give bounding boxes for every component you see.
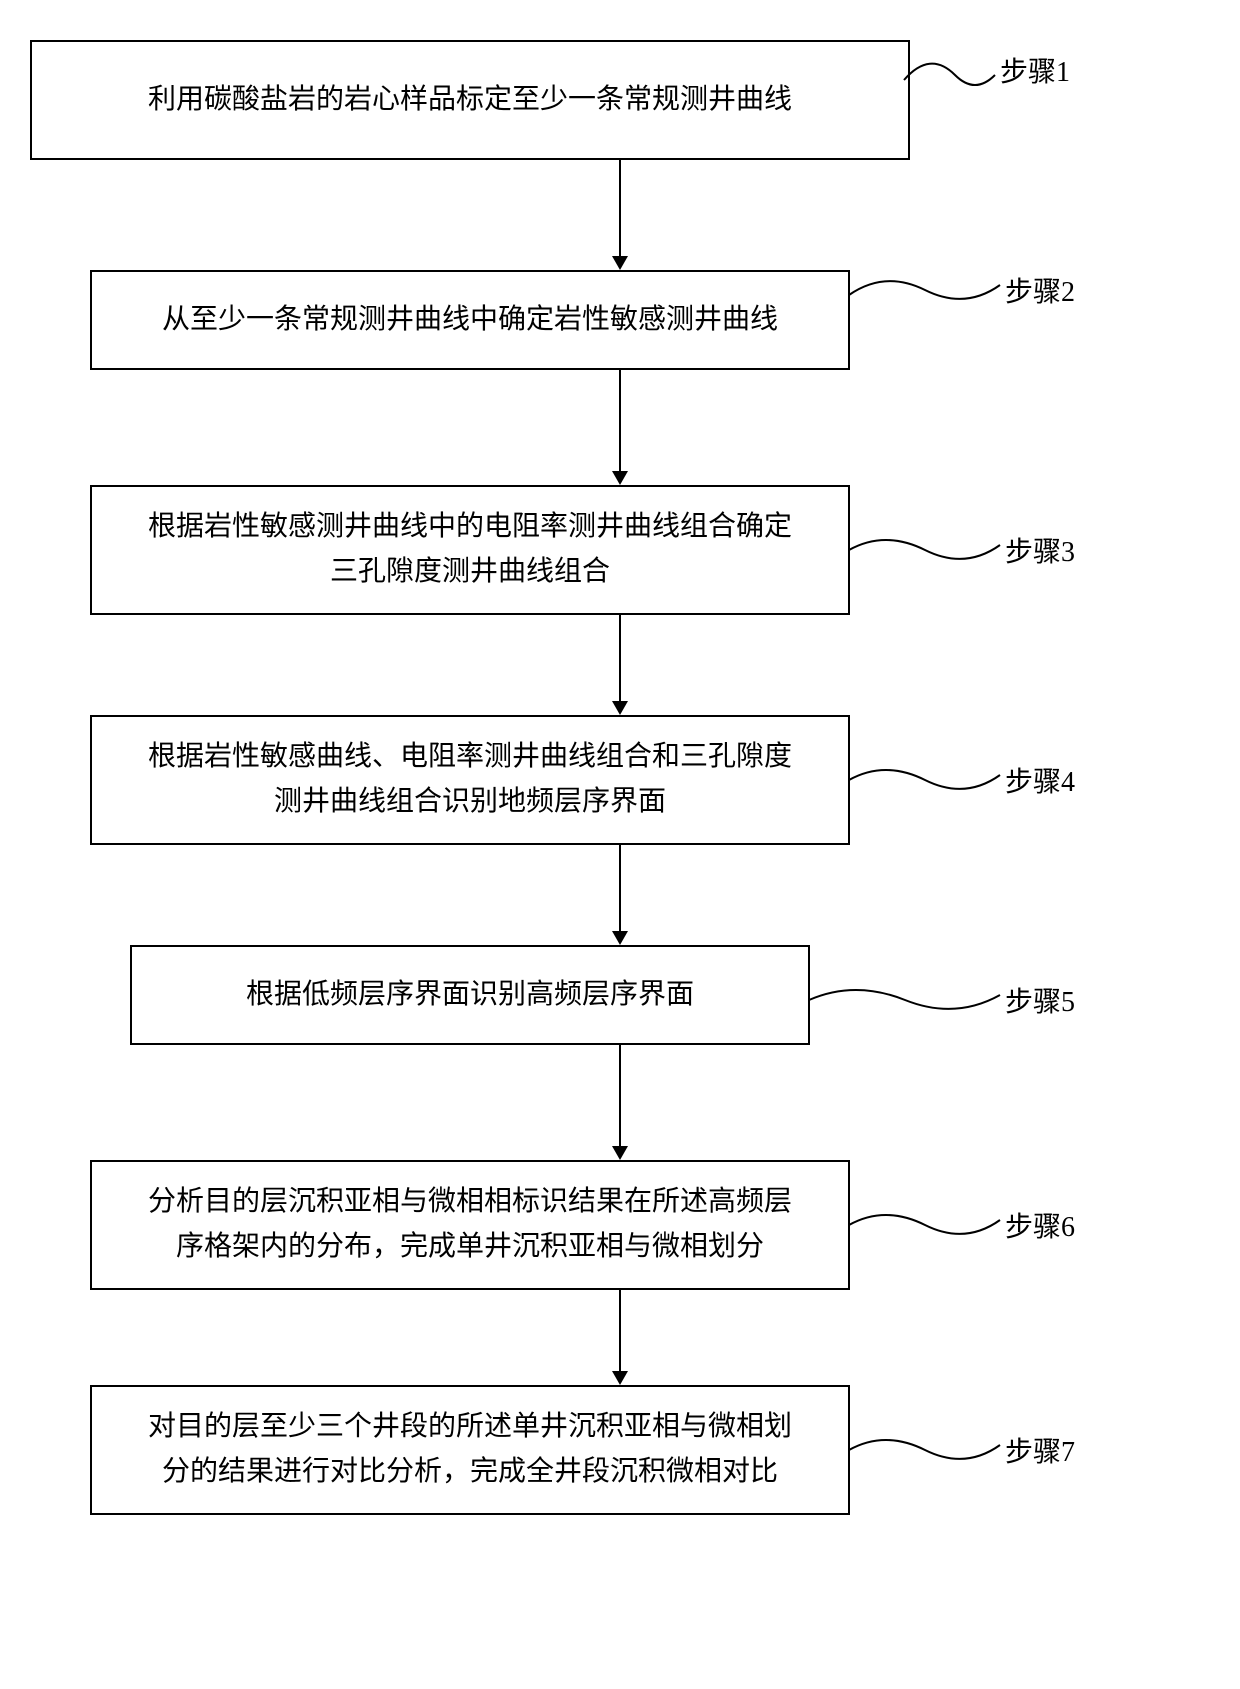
arrow-line-4 [619,845,621,931]
arrow-head-2 [612,471,628,485]
connector-1 [170,160,1070,270]
step-4-box: 根据岩性敏感曲线、电阻率测井曲线组合和三孔隙度测井曲线组合识别地频层序界面 [90,715,850,845]
connector-4 [170,845,1070,945]
step-2-curve [845,265,1005,315]
step-2-text: 从至少一条常规测井曲线中确定岩性敏感测井曲线 [162,298,778,343]
arrow-line-1 [619,160,621,256]
connector-2 [170,370,1070,485]
step-3-row: 根据岩性敏感测井曲线中的电阻率测井曲线组合确定三孔隙度测井曲线组合 步骤3 [20,485,1220,615]
step-6-row: 分析目的层沉积亚相与微相相标识结果在所述高频层序格架内的分布，完成单井沉积亚相与… [20,1160,1220,1290]
connector-6 [170,1290,1070,1385]
step-7-curve [845,1425,1005,1475]
step-4-row: 根据岩性敏感曲线、电阻率测井曲线组合和三孔隙度测井曲线组合识别地频层序界面 步骤… [20,715,1220,845]
step-3-text: 根据岩性敏感测井曲线中的电阻率测井曲线组合确定三孔隙度测井曲线组合 [142,505,798,595]
flowchart-container: 利用碳酸盐岩的岩心样品标定至少一条常规测井曲线 步骤1 从至少一条常规测井曲线中… [20,40,1220,1515]
step-1-text: 利用碳酸盐岩的岩心样品标定至少一条常规测井曲线 [148,78,792,123]
connector-3 [170,615,1070,715]
step-5-box-container: 根据低频层序界面识别高频层序界面 [20,945,920,1045]
step-4-curve [845,755,1005,805]
connector-5 [170,1045,1070,1160]
arrow-line-6 [619,1290,621,1371]
step-6-curve [845,1200,1005,1250]
arrow-line-2 [619,370,621,471]
step-5-box: 根据低频层序界面识别高频层序界面 [130,945,810,1045]
step-3-box-container: 根据岩性敏感测井曲线中的电阻率测井曲线组合确定三孔隙度测井曲线组合 [20,485,920,615]
arrow-head-6 [612,1371,628,1385]
step-7-label: 步骤7 [1005,1430,1075,1470]
step-6-box-container: 分析目的层沉积亚相与微相相标识结果在所述高频层序格架内的分布，完成单井沉积亚相与… [20,1160,920,1290]
step-5-label: 步骤5 [1005,980,1075,1020]
step-7-row: 对目的层至少三个井段的所述单井沉积亚相与微相划分的结果进行对比分析，完成全井段沉… [20,1385,1220,1515]
step-4-box-container: 根据岩性敏感曲线、电阻率测井曲线组合和三孔隙度测井曲线组合识别地频层序界面 [20,715,920,845]
step-6-text: 分析目的层沉积亚相与微相相标识结果在所述高频层序格架内的分布，完成单井沉积亚相与… [142,1180,798,1270]
step-1-box-container: 利用碳酸盐岩的岩心样品标定至少一条常规测井曲线 [20,40,920,160]
arrow-head-4 [612,931,628,945]
step-1-curve [900,45,1000,105]
step-4-text: 根据岩性敏感曲线、电阻率测井曲线组合和三孔隙度测井曲线组合识别地频层序界面 [142,735,798,825]
step-5-text: 根据低频层序界面识别高频层序界面 [246,973,694,1018]
step-2-label: 步骤2 [1005,270,1075,310]
arrow-line-3 [619,615,621,701]
step-7-box-container: 对目的层至少三个井段的所述单井沉积亚相与微相划分的结果进行对比分析，完成全井段沉… [20,1385,920,1515]
step-2-box: 从至少一条常规测井曲线中确定岩性敏感测井曲线 [90,270,850,370]
step-1-label: 步骤1 [1000,50,1070,90]
step-2-box-container: 从至少一条常规测井曲线中确定岩性敏感测井曲线 [20,270,920,370]
step-4-label: 步骤4 [1005,760,1075,800]
step-6-box: 分析目的层沉积亚相与微相相标识结果在所述高频层序格架内的分布，完成单井沉积亚相与… [90,1160,850,1290]
step-6-label: 步骤6 [1005,1205,1075,1245]
step-5-curve [805,975,1005,1025]
arrow-line-5 [619,1045,621,1146]
step-1-box: 利用碳酸盐岩的岩心样品标定至少一条常规测井曲线 [30,40,910,160]
step-7-text: 对目的层至少三个井段的所述单井沉积亚相与微相划分的结果进行对比分析，完成全井段沉… [142,1405,798,1495]
step-3-label: 步骤3 [1005,530,1075,570]
step-5-row: 根据低频层序界面识别高频层序界面 步骤5 [20,945,1220,1045]
arrow-head-1 [612,256,628,270]
step-7-box: 对目的层至少三个井段的所述单井沉积亚相与微相划分的结果进行对比分析，完成全井段沉… [90,1385,850,1515]
step-2-row: 从至少一条常规测井曲线中确定岩性敏感测井曲线 步骤2 [20,270,1220,370]
step-3-curve [845,525,1005,575]
arrow-head-5 [612,1146,628,1160]
step-1-row: 利用碳酸盐岩的岩心样品标定至少一条常规测井曲线 步骤1 [20,40,1220,160]
step-3-box: 根据岩性敏感测井曲线中的电阻率测井曲线组合确定三孔隙度测井曲线组合 [90,485,850,615]
arrow-head-3 [612,701,628,715]
